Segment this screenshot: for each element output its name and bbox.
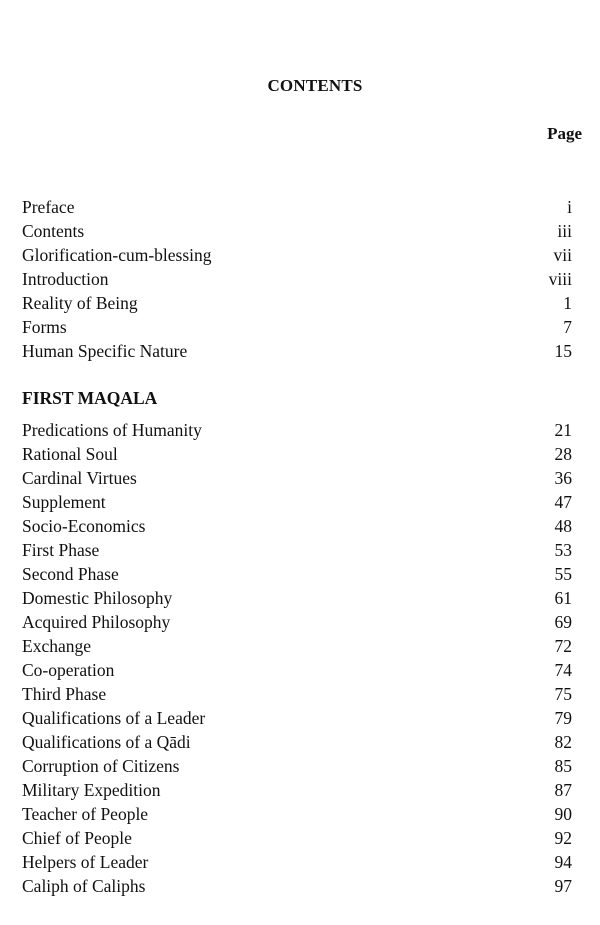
toc-entry-title: Exchange: [22, 636, 91, 656]
toc-entry-title: Introduction: [22, 269, 109, 289]
toc-entry: Chief of People 92: [22, 826, 572, 850]
section-entries-list: Predications of Humanity 21 Rational Soul 2…: [22, 418, 572, 898]
toc-entry-page: i: [567, 197, 572, 217]
toc-entry: Caliph of Caliphs 97: [22, 874, 572, 898]
toc-entry-page: iii: [557, 221, 572, 241]
toc-entry: Qualifications of a Leader 79: [22, 706, 572, 730]
toc-entry: Rational Soul 28: [22, 442, 572, 466]
toc-entry: First Phase 53: [22, 538, 572, 562]
toc-entry: Military Expedition 87: [22, 778, 572, 802]
toc-entry: Predications of Humanity 21: [22, 418, 572, 442]
toc-entry-title: Qualifications of a Qādi: [22, 732, 191, 752]
toc-entry-page: 85: [554, 756, 573, 776]
toc-entry-title: Cardinal Virtues: [22, 468, 137, 488]
toc-entry: Supplement 47: [22, 490, 572, 514]
toc-entry-page: 28: [554, 444, 573, 464]
toc-entry-title: Supplement: [22, 492, 106, 512]
toc-entry-page: 72: [554, 636, 573, 656]
toc-entry-title: Contents: [22, 221, 85, 241]
toc-entry-title: Glorification-cum-blessing: [22, 245, 212, 265]
toc-entry: Helpers of Leader 94: [22, 850, 572, 874]
toc-entry: Contents iii: [22, 219, 572, 243]
toc-entry: Reality of Being 1: [22, 291, 572, 315]
toc-entry: Qualifications of a Qādi 82: [22, 730, 572, 754]
toc-entry-page: 1: [563, 293, 572, 313]
toc-entry-title: Predications of Humanity: [22, 420, 202, 440]
toc-entry-page: 87: [554, 780, 573, 800]
toc-entry: Cardinal Virtues 36: [22, 466, 572, 490]
toc-entry-title: Preface: [22, 197, 75, 217]
toc-entry-page: 97: [554, 876, 573, 896]
toc-entry-title: Acquired Philosophy: [22, 612, 171, 632]
section-heading: FIRST MAQALA: [22, 388, 158, 408]
toc-entry: Third Phase 75: [22, 682, 572, 706]
toc-entry-title: Caliph of Caliphs: [22, 876, 146, 896]
front-matter-list: Preface i Contents iii Glorification-cum-ble…: [22, 195, 572, 363]
toc-entry-title: Helpers of Leader: [22, 852, 149, 872]
toc-entry: Corruption of Citizens 85: [22, 754, 572, 778]
toc-entry-title: Domestic Philosophy: [22, 588, 173, 608]
toc-entry-page: 75: [554, 684, 573, 704]
toc-entry: Exchange 72: [22, 634, 572, 658]
toc-entry-page: 48: [554, 516, 573, 536]
toc-entry-title: Human Specific Nature: [22, 341, 188, 361]
toc-entry: Socio-Economics 48: [22, 514, 572, 538]
toc-entry-page: 90: [554, 804, 573, 824]
toc-entry: Co-operation 74: [22, 658, 572, 682]
toc-entry-title: Chief of People: [22, 828, 132, 848]
toc-entry-title: Teacher of People: [22, 804, 149, 824]
toc-entry-page: 61: [554, 588, 573, 608]
page-column-header: Page: [547, 124, 582, 143]
toc-entry-page: 82: [554, 732, 573, 752]
page-title: CONTENTS: [267, 76, 363, 95]
toc-entry-page: 69: [554, 612, 573, 632]
toc-entry-title: Qualifications of a Leader: [22, 708, 206, 728]
toc-entry-page: 92: [554, 828, 573, 848]
toc-entry: Acquired Philosophy 69: [22, 610, 572, 634]
toc-entry-title: Reality of Being: [22, 293, 138, 313]
toc-entry-title: Forms: [22, 317, 67, 337]
toc-entry: Second Phase 55: [22, 562, 572, 586]
toc-entry-title: Third Phase: [22, 684, 107, 704]
toc-entry: Introduction viii: [22, 267, 572, 291]
toc-entry-page: 47: [554, 492, 573, 512]
toc-entry-page: 94: [554, 852, 573, 872]
toc-entry-page: 36: [554, 468, 573, 488]
toc-entry-page: 21: [554, 420, 573, 440]
toc-entry: Domestic Philosophy 61: [22, 586, 572, 610]
toc-entry-title: Military Expedition: [22, 780, 161, 800]
toc-entry: Forms 7: [22, 315, 572, 339]
toc-entry: Glorification-cum-blessing vii: [22, 243, 572, 267]
toc-entry-page: viii: [548, 269, 572, 289]
toc-entry-title: Socio-Economics: [22, 516, 146, 536]
toc-entry-title: Rational Soul: [22, 444, 118, 464]
toc-entry-title: First Phase: [22, 540, 100, 560]
toc-entry-title: Co-operation: [22, 660, 115, 680]
toc-entry-page: 7: [563, 317, 572, 337]
toc-entry-page: vii: [553, 245, 572, 265]
toc-entry-title: Corruption of Citizens: [22, 756, 180, 776]
toc-entry-page: 55: [554, 564, 573, 584]
toc-entry: Teacher of People 90: [22, 802, 572, 826]
toc-entry-page: 79: [554, 708, 573, 728]
toc-entry-title: Second Phase: [22, 564, 119, 584]
toc-entry-page: 74: [554, 660, 573, 680]
toc-entry: Human Specific Nature 15: [22, 339, 572, 363]
toc-entry-page: 15: [554, 341, 573, 361]
toc-entry-page: 53: [554, 540, 573, 560]
toc-entry: Preface i: [22, 195, 572, 219]
